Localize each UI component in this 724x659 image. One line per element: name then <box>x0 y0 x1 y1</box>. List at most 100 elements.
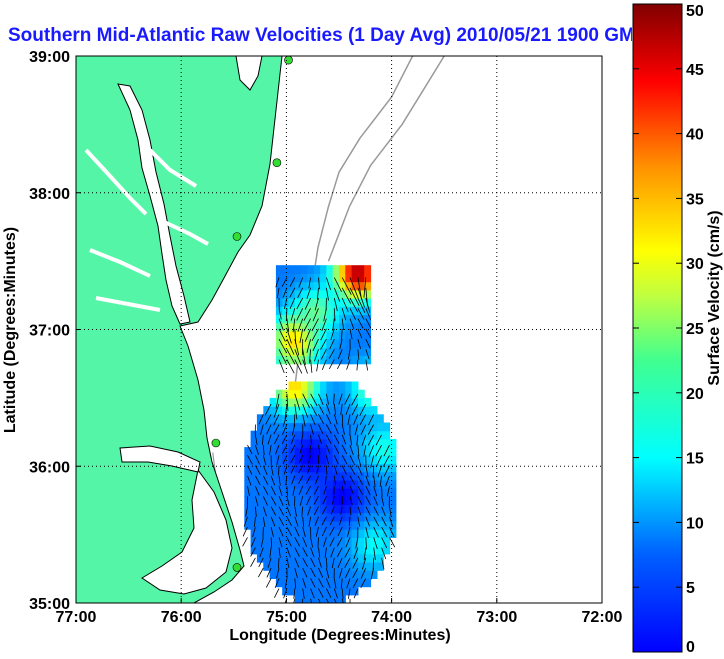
velocity-vector <box>349 444 354 456</box>
velocity-vector <box>309 349 311 364</box>
velocity-vector <box>278 516 285 526</box>
velocity-cell <box>320 553 327 563</box>
velocity-cell <box>351 306 359 316</box>
velocity-vector <box>341 308 347 321</box>
velocity-cell <box>263 529 271 538</box>
velocity-vector <box>333 393 335 405</box>
velocity-cell <box>282 570 290 579</box>
velocity-cell <box>294 455 302 465</box>
velocity-cell <box>269 512 277 522</box>
velocity-vector <box>365 308 371 320</box>
velocity-cell <box>364 355 372 365</box>
velocity-vector <box>349 287 360 306</box>
velocity-cell <box>307 265 315 274</box>
velocity-vector <box>277 287 280 299</box>
velocity-cell <box>320 298 327 307</box>
velocity-cell <box>339 281 346 291</box>
velocity-vector <box>262 506 267 517</box>
velocity-cell <box>326 479 334 489</box>
velocity-cell <box>376 504 384 514</box>
velocity-vector <box>299 328 304 344</box>
velocity-cell <box>294 322 302 332</box>
velocity-field <box>242 265 397 603</box>
velocity-vector <box>326 393 329 405</box>
velocity-vector <box>294 506 297 517</box>
velocity-cell <box>288 520 296 530</box>
velocity-vector <box>357 297 366 313</box>
velocity-cell <box>320 381 327 391</box>
velocity-cell <box>345 298 353 307</box>
velocity-cell <box>370 430 378 440</box>
velocity-cell <box>320 355 327 365</box>
radar-station-marker <box>272 158 282 167</box>
velocity-vector <box>310 414 316 426</box>
velocity-vector <box>286 496 290 507</box>
velocity-cell <box>256 479 264 489</box>
velocity-cell <box>275 520 283 530</box>
velocity-cell <box>339 347 346 357</box>
velocity-vector <box>365 465 369 477</box>
velocity-vector <box>323 537 327 548</box>
velocity-cell <box>256 545 264 555</box>
velocity-cell <box>326 594 334 603</box>
velocity-vector <box>365 496 371 506</box>
velocity-cell <box>357 537 365 547</box>
velocity-cell <box>389 463 397 473</box>
velocity-cell <box>263 504 271 514</box>
velocity-cell <box>364 281 372 291</box>
velocity-vector <box>357 485 363 495</box>
velocity-cell <box>275 265 283 274</box>
velocity-cell <box>326 430 334 440</box>
velocity-cell <box>301 330 308 340</box>
velocity-cell <box>288 488 296 497</box>
velocity-cell <box>288 562 296 571</box>
velocity-vector <box>294 578 297 589</box>
velocity-cell <box>376 438 384 448</box>
velocity-vector <box>383 465 390 477</box>
velocity-vector <box>270 506 277 516</box>
velocity-vector <box>312 338 319 352</box>
velocity-cell <box>307 562 315 571</box>
velocity-vector <box>373 526 379 538</box>
velocity-cell <box>326 422 334 432</box>
velocity-cell <box>294 479 302 489</box>
velocity-cell <box>288 553 296 563</box>
velocity-cell <box>263 553 271 563</box>
y-tick-label: 37:00 <box>29 323 70 340</box>
velocity-cell <box>332 570 340 579</box>
velocity-cell <box>307 463 315 473</box>
velocity-cell <box>294 553 302 563</box>
velocity-cell <box>332 529 340 538</box>
velocity-cell <box>326 330 334 340</box>
velocity-cell <box>326 545 334 555</box>
velocity-cell <box>326 512 334 522</box>
velocity-cell <box>357 545 365 555</box>
velocity-cell <box>269 520 277 530</box>
velocity-vector <box>247 465 253 475</box>
velocity-cell <box>288 273 296 283</box>
velocity-cell <box>301 289 308 299</box>
velocity-vector <box>318 578 324 588</box>
velocity-cell <box>364 330 372 340</box>
velocity-cell <box>339 504 346 514</box>
velocity-cell <box>294 438 302 448</box>
velocity-cell <box>326 355 334 365</box>
velocity-cell <box>275 289 283 299</box>
velocity-cell <box>351 298 359 307</box>
velocity-vector <box>333 287 341 302</box>
velocity-vector <box>278 537 283 548</box>
velocity-cell <box>383 504 391 514</box>
velocity-vector <box>270 475 276 486</box>
velocity-vector <box>340 506 343 515</box>
velocity-vector <box>318 414 325 425</box>
velocity-cell <box>332 265 340 274</box>
velocity-cell <box>301 273 308 283</box>
velocity-cell <box>275 447 283 456</box>
velocity-cell <box>269 422 277 432</box>
y-axis-label: Latitude (Degrees:Minutes) <box>2 227 19 433</box>
velocity-cell <box>301 381 308 391</box>
velocity-vector <box>255 496 259 507</box>
velocity-vector <box>255 465 261 475</box>
velocity-vector <box>372 557 375 571</box>
velocity-vector <box>298 455 304 463</box>
